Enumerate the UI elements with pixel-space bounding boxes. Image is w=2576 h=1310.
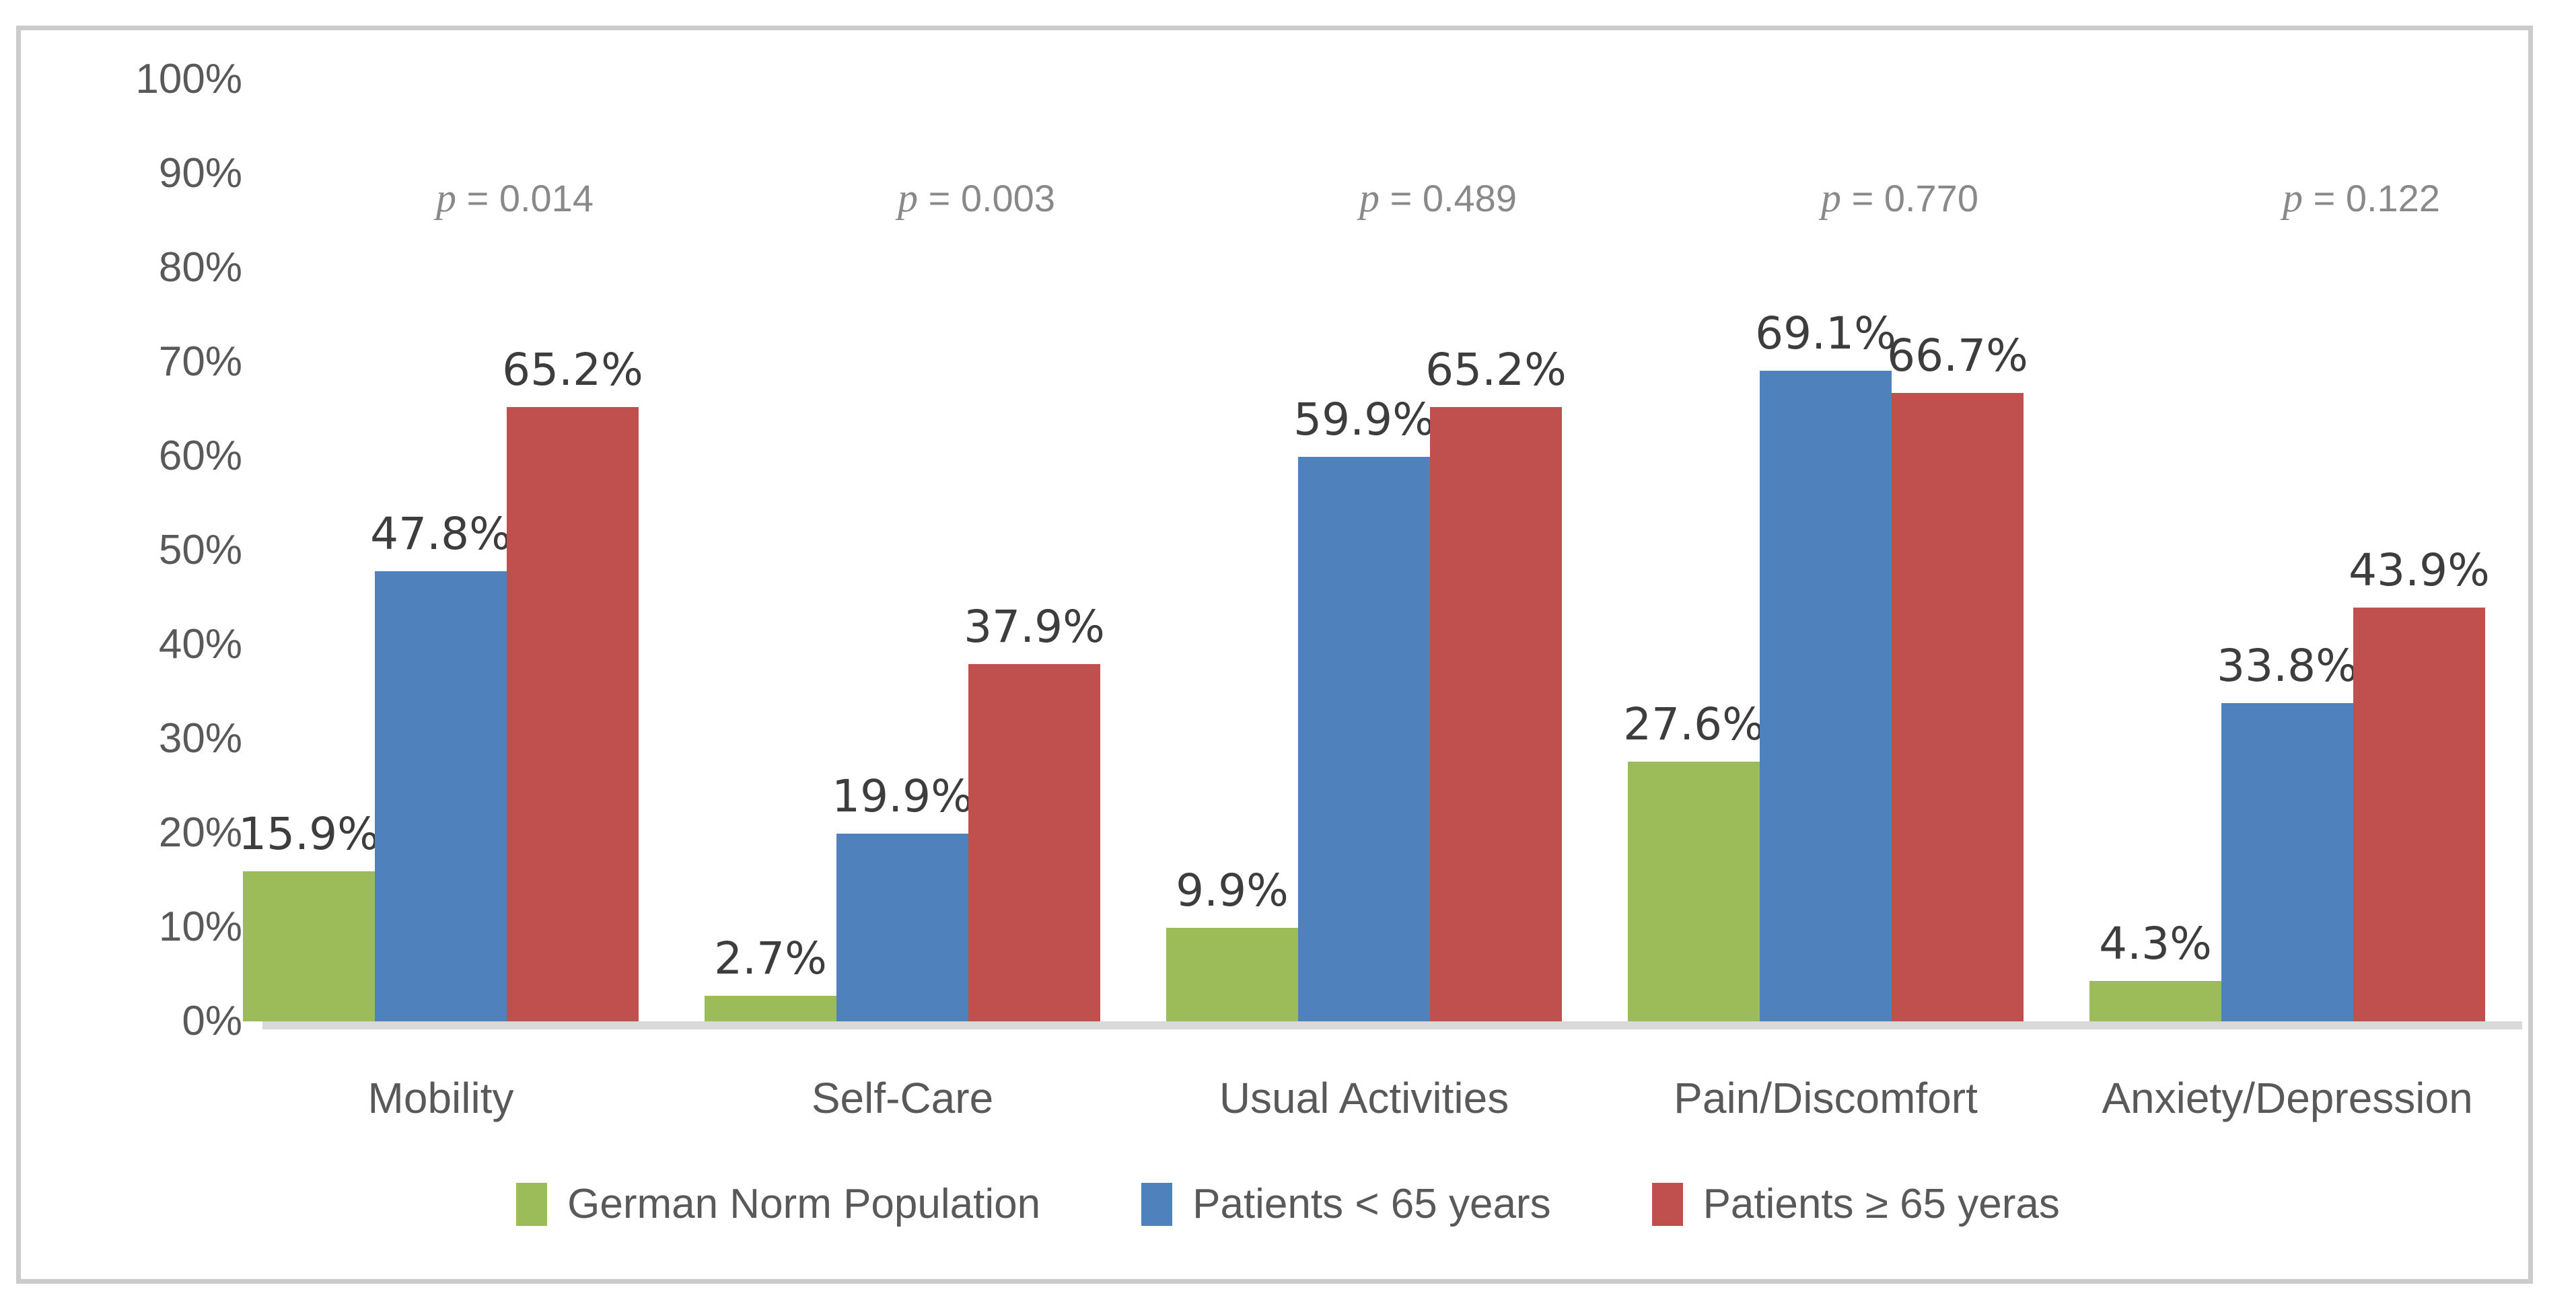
bar xyxy=(1166,928,1298,1021)
y-tick-label: 20% xyxy=(158,809,242,856)
bar-value-label: 65.2% xyxy=(502,344,643,396)
bar xyxy=(375,571,507,1021)
legend-item: German Norm Population xyxy=(516,1183,1040,1226)
legend-label: German Norm Population xyxy=(567,1181,1041,1227)
bar xyxy=(2221,702,2353,1021)
y-tick-label: 100% xyxy=(135,56,242,102)
y-tick-label: 30% xyxy=(158,715,242,762)
category-label: Anxiety/Depression xyxy=(2102,1074,2473,1122)
category-label: Usual Activities xyxy=(1219,1074,1509,1122)
bar xyxy=(705,996,836,1021)
y-tick-label: 90% xyxy=(158,150,242,196)
y-tick-label: 10% xyxy=(158,904,242,950)
bar xyxy=(1430,407,1562,1021)
bar xyxy=(968,664,1100,1021)
bar xyxy=(1760,370,1892,1021)
bar xyxy=(1628,761,1760,1021)
bar-value-label: 59.9% xyxy=(1293,394,1435,446)
legend-item: Patients < 65 years xyxy=(1141,1181,1551,1227)
bar-value-label: 65.2% xyxy=(1425,344,1567,396)
legend-label: Patients < 65 years xyxy=(1192,1181,1551,1227)
bar-value-label: 27.6% xyxy=(1623,698,1764,750)
bar-value-label: 33.8% xyxy=(2217,639,2358,692)
category-label: Mobility xyxy=(367,1074,514,1122)
bar xyxy=(2089,980,2221,1021)
y-tick-label: 80% xyxy=(158,244,242,291)
bar-value-label: 15.9% xyxy=(238,808,380,861)
p-value-label: p = 0.003 xyxy=(898,176,1055,220)
bar-value-label: 43.9% xyxy=(2349,544,2490,597)
x-axis-baseline xyxy=(262,1021,2522,1029)
legend-label: Patients ≥ 65 yeras xyxy=(1703,1181,2060,1227)
p-value-label: p = 0.770 xyxy=(1821,176,1978,220)
bar-value-label: 69.1% xyxy=(1755,307,1896,359)
p-value-label: p = 0.014 xyxy=(436,176,594,220)
p-value-label: p = 0.122 xyxy=(2283,176,2440,220)
y-tick-label: 60% xyxy=(158,433,242,479)
legend-swatch xyxy=(516,1183,548,1226)
bar-value-label: 37.9% xyxy=(964,601,1105,653)
y-tick-label: 50% xyxy=(158,527,242,573)
legend-swatch xyxy=(1141,1183,1173,1226)
category-label: Pain/Discomfort xyxy=(1674,1074,1978,1122)
legend-item: Patients ≥ 65 yeras xyxy=(1651,1181,2060,1227)
bar xyxy=(243,871,375,1021)
y-tick-label: 0% xyxy=(182,998,242,1044)
bar-value-label: 66.7% xyxy=(1887,330,2028,382)
bar-value-label: 19.9% xyxy=(832,770,973,823)
legend-swatch xyxy=(1651,1183,1683,1226)
bar-value-label: 9.9% xyxy=(1176,865,1289,917)
p-value-label: p = 0.489 xyxy=(1359,176,1517,220)
bar xyxy=(507,407,639,1021)
category-label: Self-Care xyxy=(811,1074,994,1122)
bar xyxy=(1298,457,1430,1021)
bar xyxy=(1892,393,2024,1021)
y-tick-label: 70% xyxy=(158,338,242,385)
bar xyxy=(836,834,968,1021)
y-tick-label: 40% xyxy=(158,621,242,667)
bar-value-label: 4.3% xyxy=(2099,917,2212,970)
bar-value-label: 47.8% xyxy=(370,507,511,560)
bar-value-label: 2.7% xyxy=(714,933,827,985)
legend: German Norm Population Patients < 65 year… xyxy=(0,1183,2576,1226)
bar xyxy=(2353,608,2485,1021)
